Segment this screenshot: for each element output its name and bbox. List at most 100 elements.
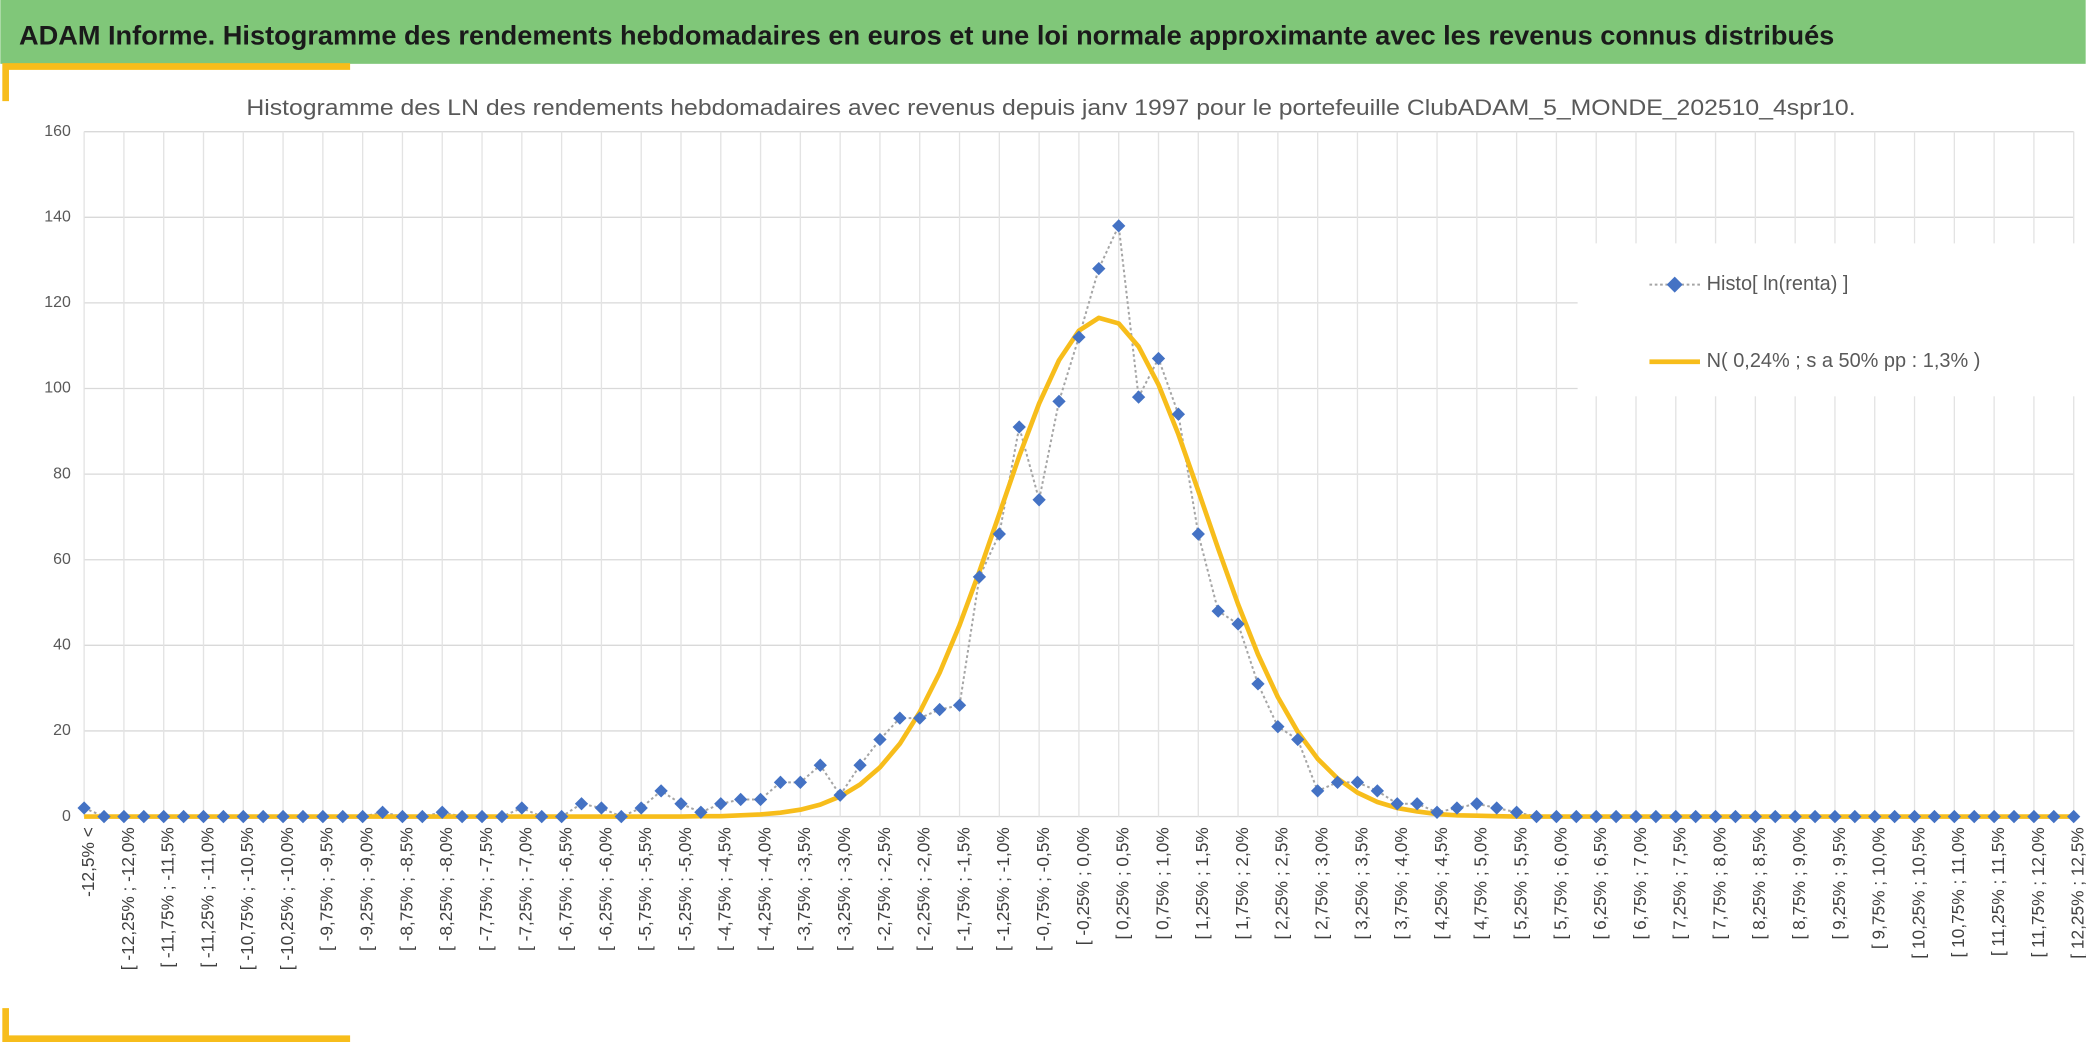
x-tick-label: [ 2,25% ; 2,5% bbox=[1272, 827, 1292, 939]
data-point bbox=[236, 809, 250, 824]
data-point bbox=[475, 809, 489, 824]
x-tick-label: [ -1,75% ; -1,5% bbox=[953, 827, 973, 951]
data-point bbox=[1251, 677, 1265, 691]
data-point bbox=[1689, 809, 1703, 824]
data-point bbox=[1629, 809, 1643, 824]
data-point bbox=[1450, 801, 1464, 815]
data-point bbox=[1470, 797, 1484, 811]
data-point bbox=[356, 809, 370, 824]
data-point bbox=[1569, 809, 1583, 824]
data-point bbox=[853, 758, 867, 772]
corner-decoration bbox=[2, 63, 351, 102]
data-point bbox=[793, 775, 808, 789]
data-point bbox=[1410, 797, 1424, 811]
x-tick-label: [ 3,75% ; 4,0% bbox=[1391, 827, 1411, 939]
data-point bbox=[2067, 809, 2081, 824]
data-point bbox=[515, 801, 529, 815]
data-point bbox=[1490, 801, 1504, 815]
data-point bbox=[1649, 809, 1663, 824]
x-tick-label: [ 3,25% ; 3,5% bbox=[1351, 827, 1371, 939]
data-point bbox=[1370, 784, 1384, 798]
data-point bbox=[1887, 809, 1902, 824]
data-point bbox=[1947, 809, 1961, 824]
data-point bbox=[1868, 809, 1882, 824]
data-point bbox=[674, 797, 688, 811]
data-point bbox=[495, 809, 509, 824]
data-point bbox=[336, 809, 350, 824]
legend bbox=[1577, 243, 2086, 397]
data-point bbox=[773, 775, 788, 789]
x-tick-label: [ 1,25% ; 1,5% bbox=[1192, 827, 1212, 939]
x-tick-label: [ 0,75% ; 1,0% bbox=[1152, 827, 1172, 939]
data-point bbox=[1092, 261, 1106, 276]
x-tick-label: [ 5,75% ; 6,0% bbox=[1550, 827, 1570, 939]
data-point bbox=[435, 805, 449, 819]
data-point bbox=[415, 809, 429, 824]
data-point bbox=[1271, 720, 1285, 734]
data-point bbox=[455, 809, 469, 824]
y-tick-label: 100 bbox=[44, 380, 71, 397]
data-point bbox=[1509, 805, 1524, 819]
y-tick-label: 0 bbox=[62, 808, 71, 825]
data-point bbox=[813, 758, 827, 772]
data-point bbox=[1848, 809, 1862, 824]
data-point bbox=[694, 805, 708, 819]
data-point bbox=[1748, 809, 1763, 824]
data-point bbox=[1728, 809, 1743, 824]
x-tick-label: [ 8,75% ; 9,0% bbox=[1789, 827, 1809, 939]
x-tick-label: [ -6,75% ; -6,5% bbox=[555, 827, 575, 951]
data-point bbox=[1131, 390, 1146, 404]
data-point bbox=[1529, 809, 1544, 824]
data-point bbox=[1768, 809, 1782, 824]
data-point bbox=[1907, 809, 1922, 824]
x-tick-label: [ 9,25% ; 9,5% bbox=[1829, 827, 1849, 939]
data-point bbox=[157, 809, 171, 824]
x-tick-label: [ 11,75% ; 12,0% bbox=[2028, 827, 2048, 957]
chart-title: Histogramme des LN des rendements hebdom… bbox=[246, 95, 1855, 120]
data-point bbox=[2047, 809, 2061, 824]
x-tick-label: [ -2,75% ; -2,5% bbox=[874, 827, 894, 951]
data-point bbox=[1430, 805, 1444, 819]
data-point bbox=[2007, 809, 2021, 824]
y-tick-label: 60 bbox=[53, 551, 71, 568]
data-point bbox=[1390, 797, 1404, 811]
data-point bbox=[972, 570, 987, 584]
data-point bbox=[1987, 809, 2001, 824]
x-tick-label: [ -4,75% ; -4,5% bbox=[715, 827, 735, 951]
x-tick-label: [ -9,75% ; -9,5% bbox=[317, 827, 337, 951]
x-tick-label: [ -0,75% ; -0,5% bbox=[1033, 827, 1053, 951]
data-point bbox=[634, 801, 648, 815]
x-tick-label: [ -5,25% ; -5,0% bbox=[675, 827, 695, 951]
data-point bbox=[1032, 493, 1046, 507]
x-tick-label: [ -1,25% ; -1,0% bbox=[993, 827, 1013, 951]
x-tick-label: [ -3,75% ; -3,5% bbox=[794, 827, 814, 951]
x-tick-label: [ -8,75% ; -8,5% bbox=[396, 827, 416, 951]
x-tick-label: [ 9,75% ; 10,0% bbox=[1869, 827, 1889, 949]
data-point bbox=[196, 809, 211, 824]
data-point bbox=[1589, 809, 1603, 824]
x-tick-label: [ -5,75% ; -5,5% bbox=[635, 827, 655, 951]
data-point bbox=[1549, 809, 1564, 824]
x-tick-label: [ 6,25% ; 6,5% bbox=[1590, 827, 1610, 939]
x-tick-label: [ 4,25% ; 4,5% bbox=[1431, 827, 1451, 939]
data-point bbox=[77, 801, 91, 815]
data-point bbox=[395, 809, 410, 824]
data-point bbox=[117, 809, 131, 824]
x-tick-label: [ -6,25% ; -6,0% bbox=[595, 827, 615, 951]
x-tick-label: [ 2,75% ; 3,0% bbox=[1312, 827, 1332, 939]
y-tick-label: 140 bbox=[44, 208, 71, 225]
y-tick-label: 40 bbox=[53, 637, 71, 654]
x-tick-label: [ -11,75% ; -11,5% bbox=[158, 827, 178, 967]
data-point bbox=[1967, 809, 1981, 824]
data-point bbox=[1808, 809, 1822, 824]
y-tick-label: 20 bbox=[53, 722, 71, 739]
x-tick-label: [ -12,25% ; -12,0% bbox=[118, 827, 138, 970]
x-tick-label: [ -2,25% ; -2,0% bbox=[914, 827, 934, 951]
data-point bbox=[1191, 527, 1205, 541]
data-point bbox=[1708, 809, 1723, 824]
data-point bbox=[137, 809, 151, 824]
legend-label: N( 0,24% ; s a 50% pp : 1,3% ) bbox=[1707, 350, 1981, 372]
data-point bbox=[992, 527, 1006, 541]
data-point bbox=[1669, 809, 1683, 824]
